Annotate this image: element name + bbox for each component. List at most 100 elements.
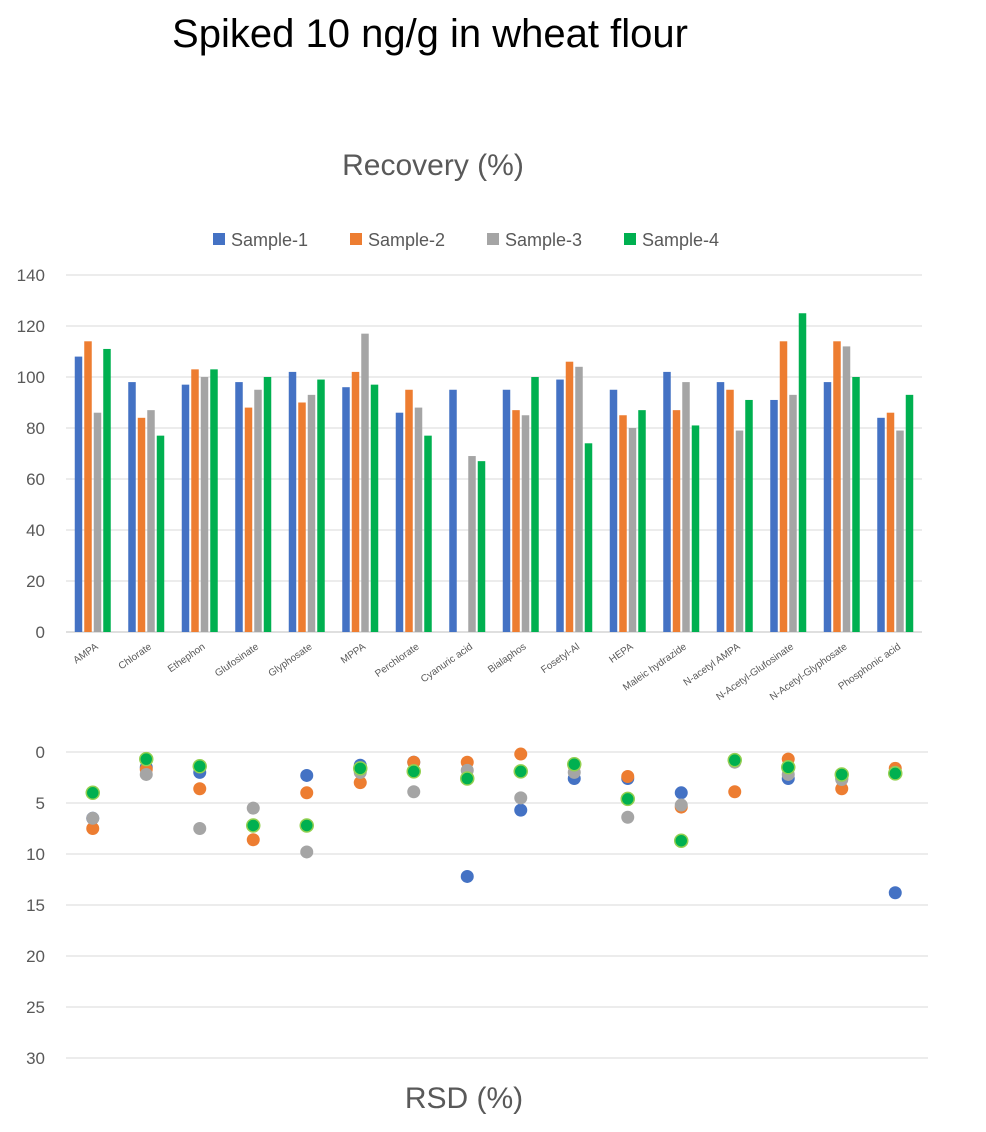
rsd-point	[406, 764, 421, 779]
bar	[103, 348, 111, 632]
rsd-point	[621, 769, 635, 783]
bar	[128, 382, 136, 632]
rsd-point	[300, 786, 314, 800]
bar	[263, 377, 272, 632]
rsd-point	[193, 822, 207, 835]
bar	[502, 389, 511, 632]
legend-label-sample-3: Sample-3	[505, 230, 582, 250]
y-tick-label: 15	[26, 896, 45, 915]
rsd-point	[728, 785, 742, 799]
bar	[298, 402, 306, 632]
x-tick-label: Cyanuric acid	[419, 641, 475, 685]
y-tick-label: 25	[26, 998, 45, 1017]
bar	[779, 341, 788, 632]
rsd-point	[86, 811, 100, 825]
rsd-point	[139, 751, 154, 767]
x-tick-label: Chlorate	[117, 641, 155, 672]
rsd-point	[460, 869, 474, 883]
bar	[896, 430, 904, 632]
rsd-point	[674, 833, 689, 848]
bar	[584, 443, 593, 632]
legend-label-sample-1: Sample-1	[231, 230, 308, 250]
bar	[191, 369, 199, 632]
x-tick-label: AMPA	[72, 641, 101, 666]
bar	[770, 399, 778, 632]
bar	[823, 382, 832, 632]
bar	[789, 394, 797, 632]
rsd-point	[621, 810, 635, 824]
bar	[468, 456, 476, 632]
bar	[682, 382, 690, 632]
bar	[609, 389, 618, 632]
bar	[672, 410, 681, 632]
bar	[181, 384, 190, 632]
y-tick-label: 0	[36, 743, 45, 762]
x-tick-label: Bialaphos	[486, 641, 528, 675]
x-tick-label: Ethephon	[166, 641, 207, 675]
bar	[575, 366, 583, 632]
x-tick-label: HEPA	[607, 641, 635, 665]
y-tick-label: 140	[17, 266, 45, 285]
bar	[798, 313, 807, 632]
bar	[628, 428, 637, 632]
bar	[405, 389, 413, 632]
rsd-point	[353, 761, 368, 776]
bar	[691, 425, 700, 632]
bar	[244, 407, 253, 632]
bar	[235, 382, 243, 632]
bar	[370, 384, 379, 632]
y-tick-label: 100	[17, 368, 45, 387]
rsd-point	[139, 767, 153, 781]
rsd-point	[192, 759, 207, 774]
legend-label-sample-4: Sample-4	[642, 230, 719, 250]
rsd-point	[781, 760, 796, 775]
rsd-point	[193, 782, 207, 796]
bar	[424, 435, 432, 632]
rsd-point	[460, 771, 475, 786]
bar	[200, 377, 209, 632]
bar	[449, 389, 457, 632]
y-tick-label: 60	[26, 470, 45, 489]
bar	[414, 407, 423, 632]
bar	[361, 333, 369, 632]
bar	[156, 435, 165, 632]
legend-swatch-sample-1	[213, 233, 225, 245]
rsd-point	[300, 768, 314, 782]
y-tick-label: 5	[36, 794, 45, 813]
page-title: Spiked 10 ng/g in wheat flour	[172, 12, 688, 56]
bar	[342, 387, 350, 632]
bar	[351, 371, 360, 632]
bar	[638, 410, 646, 632]
legend-swatch-sample-3	[487, 233, 499, 245]
rsd-point	[514, 791, 528, 805]
bar	[254, 389, 262, 632]
rsd-point	[674, 786, 688, 800]
bar	[512, 410, 520, 632]
bar	[726, 389, 734, 632]
rsd-point	[299, 818, 314, 833]
x-tick-label: Perchlorate	[373, 641, 422, 680]
rsd-point	[514, 803, 528, 817]
bar	[317, 379, 325, 632]
rsd-chart-title: RSD (%)	[405, 1082, 523, 1115]
rsd-point	[300, 845, 314, 859]
bar	[477, 461, 486, 632]
legend-swatch-sample-2	[350, 233, 362, 245]
bar	[735, 430, 744, 632]
y-tick-label: 30	[26, 1049, 45, 1068]
rsd-point	[888, 886, 902, 900]
legend-label-sample-2: Sample-2	[368, 230, 445, 250]
rsd-point	[620, 791, 635, 807]
rsd-point	[86, 822, 100, 835]
bar	[307, 394, 316, 632]
rsd-point	[888, 766, 903, 781]
bar	[521, 415, 530, 632]
rsd-point	[407, 785, 421, 799]
y-tick-label: 20	[26, 947, 45, 966]
y-tick-label: 120	[17, 317, 45, 336]
rsd-point	[567, 756, 582, 772]
y-tick-label: 40	[26, 521, 45, 540]
x-tick-label: Glyphosate	[267, 641, 315, 679]
bar	[565, 361, 574, 632]
rsd-scatter-chart: 0 5 10 15 20 25 30 RSD (%)	[26, 743, 928, 1115]
